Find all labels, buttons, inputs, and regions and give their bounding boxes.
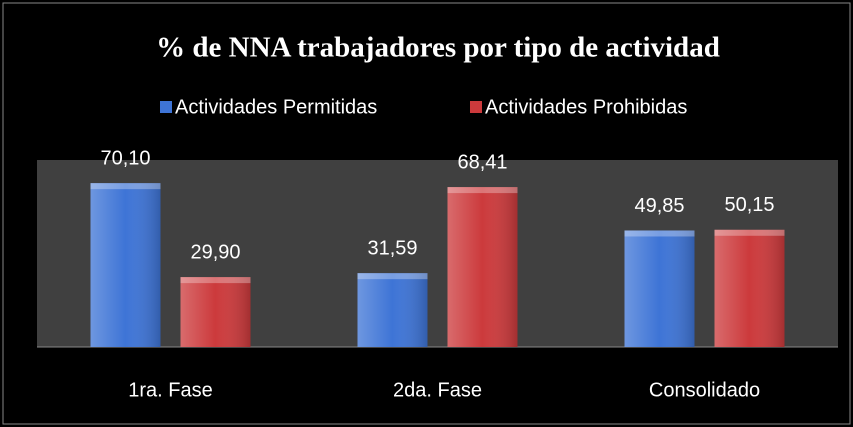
x-tick-label: 2da. Fase xyxy=(393,379,482,401)
bar-shine xyxy=(357,273,428,347)
bar-shine xyxy=(90,183,161,347)
bar-shine xyxy=(180,277,251,347)
chart-title: % de NNA trabajadores por tipo de activi… xyxy=(156,32,720,64)
data-label: 29,90 xyxy=(190,241,240,263)
data-label: 49,85 xyxy=(634,195,684,217)
data-label: 50,15 xyxy=(724,194,774,216)
bar-shine xyxy=(714,229,785,347)
data-label: 31,59 xyxy=(367,237,417,259)
x-tick-label: Consolidado xyxy=(649,379,760,401)
x-tick-label: 1ra. Fase xyxy=(128,379,212,401)
data-label: 70,10 xyxy=(100,147,150,169)
legend-label: Actividades Prohibidas xyxy=(485,96,687,118)
bar-bevel xyxy=(447,187,518,194)
bar-shine xyxy=(447,187,518,347)
data-label: 68,41 xyxy=(457,151,507,173)
legend-label: Actividades Permitidas xyxy=(175,96,377,118)
bar-bevel xyxy=(624,230,695,237)
plot-area xyxy=(37,160,838,347)
bar-bevel xyxy=(357,273,428,280)
bar-bevel xyxy=(90,183,161,190)
legend-swatch xyxy=(470,101,482,113)
legend-swatch xyxy=(160,101,172,113)
bar-shine xyxy=(624,230,695,347)
bar-bevel xyxy=(714,229,785,236)
bar-bevel xyxy=(180,277,251,284)
